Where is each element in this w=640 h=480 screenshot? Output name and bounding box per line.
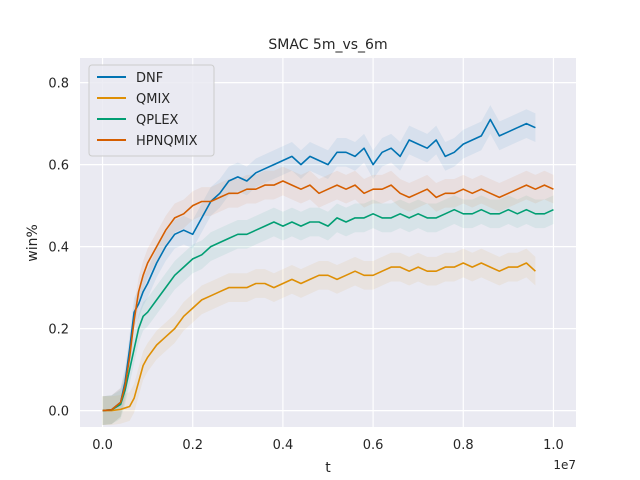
x-tick-label: 0.6 bbox=[363, 438, 384, 453]
y-tick-label: 0.0 bbox=[48, 405, 69, 420]
y-tick-label: 0.4 bbox=[48, 241, 69, 256]
legend-box bbox=[88, 64, 215, 157]
y-axis-ticks: 0.0 0.2 0.4 0.6 0.8 bbox=[48, 77, 69, 420]
y-tick-label: 0.6 bbox=[48, 159, 69, 174]
series-line-qmix bbox=[102, 262, 536, 412]
chart-title: SMAC 5m_vs_6m bbox=[268, 37, 387, 53]
series-line-hpnqmix bbox=[102, 180, 554, 412]
series-line-qplex bbox=[102, 208, 554, 412]
legend-label: DNF bbox=[136, 71, 163, 86]
legend: DNF QMIX QPLEX HPNQMIX bbox=[88, 64, 215, 157]
x-tick-label: 0.0 bbox=[92, 438, 113, 453]
y-tick-label: 0.2 bbox=[48, 323, 69, 338]
band-qplex bbox=[102, 195, 554, 425]
series-line-dnf bbox=[102, 118, 536, 412]
x-axis-offset-label: 1e7 bbox=[553, 458, 576, 472]
series-lines bbox=[102, 118, 554, 412]
legend-label: HPNQMIX bbox=[136, 134, 198, 149]
y-axis-label: win% bbox=[25, 224, 41, 262]
x-tick-label: 0.8 bbox=[453, 438, 474, 453]
x-tick-label: 1.0 bbox=[543, 438, 564, 453]
x-tick-label: 0.2 bbox=[182, 438, 203, 453]
y-tick-label: 0.8 bbox=[48, 77, 69, 92]
x-axis-ticks: 0.0 0.2 0.4 0.6 0.8 1.0 bbox=[92, 438, 564, 453]
x-axis-label: t bbox=[325, 460, 331, 476]
legend-label: QMIX bbox=[136, 92, 170, 107]
x-tick-label: 0.4 bbox=[273, 438, 294, 453]
band-qmix bbox=[102, 248, 536, 425]
legend-label: QPLEX bbox=[136, 113, 179, 128]
band-dnf bbox=[102, 105, 536, 425]
